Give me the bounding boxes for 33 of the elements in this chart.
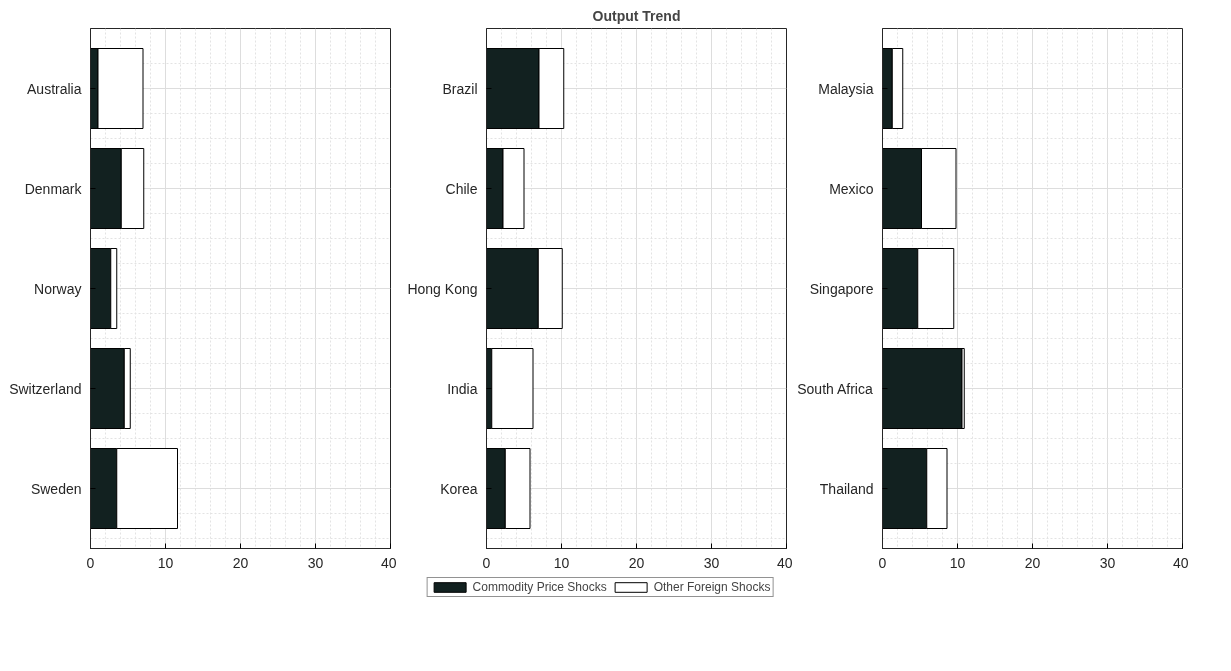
x-tick-label: 40 xyxy=(1172,554,1189,571)
y-tick-label: India xyxy=(447,380,478,397)
x-tick-label: 30 xyxy=(703,554,720,571)
chart-title: Output Trend xyxy=(592,7,681,24)
y-tick-label: Norway xyxy=(34,280,82,297)
x-tick-label: 40 xyxy=(380,554,397,571)
x-tick-label: 10 xyxy=(949,554,966,571)
x-tick-label: 30 xyxy=(1099,554,1116,571)
y-tick-label: Hong Kong xyxy=(407,280,478,297)
x-tick-label: 0 xyxy=(86,554,95,571)
y-tick-label: Australia xyxy=(27,80,82,97)
x-tick-label: 20 xyxy=(1024,554,1041,571)
y-tick-label: Sweden xyxy=(30,480,82,497)
x-tick-label: 0 xyxy=(878,554,887,571)
legend-label: Other Foreign Shocks xyxy=(653,580,771,594)
y-tick-label: Singapore xyxy=(809,280,874,297)
y-tick-label: Malaysia xyxy=(818,80,874,97)
y-tick-label: Switzerland xyxy=(9,380,82,397)
x-tick-label: 20 xyxy=(628,554,645,571)
x-tick-label: 30 xyxy=(307,554,324,571)
y-tick-label: Korea xyxy=(440,480,478,497)
legend-label: Commodity Price Shocks xyxy=(472,580,607,594)
y-tick-label: Brazil xyxy=(442,80,478,97)
x-tick-label: 10 xyxy=(157,554,174,571)
x-tick-label: 20 xyxy=(232,554,249,571)
x-tick-label: 40 xyxy=(776,554,793,571)
x-tick-label: 0 xyxy=(482,554,491,571)
y-tick-label: Thailand xyxy=(819,480,874,497)
x-tick-label: 10 xyxy=(553,554,570,571)
y-tick-label: Mexico xyxy=(829,180,874,197)
y-tick-label: South Africa xyxy=(797,380,873,397)
y-tick-label: Denmark xyxy=(24,180,83,197)
y-tick-label: Chile xyxy=(445,180,478,197)
